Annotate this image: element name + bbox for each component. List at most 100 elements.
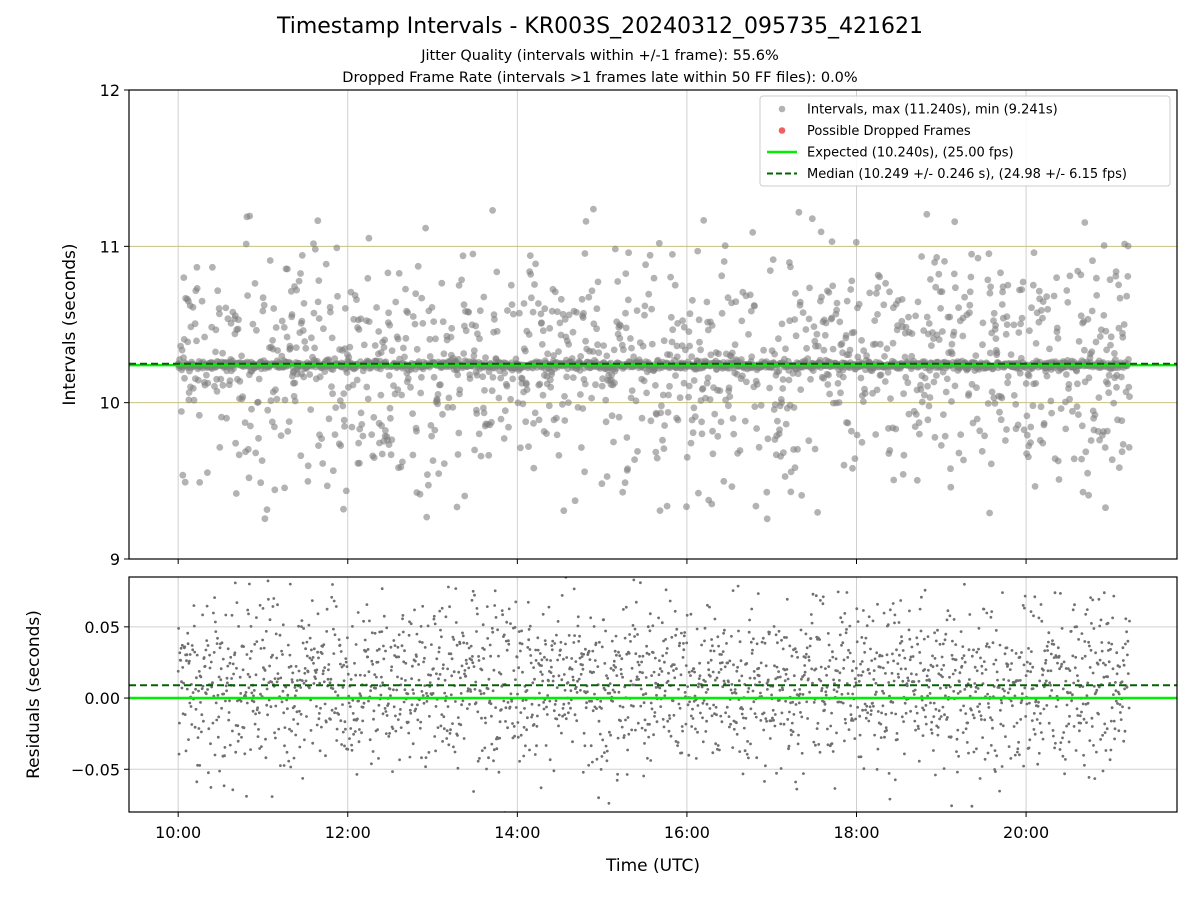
residual-point xyxy=(964,712,968,715)
interval-point xyxy=(747,307,755,315)
residual-point xyxy=(633,627,637,631)
interval-point xyxy=(984,400,992,407)
interval-point xyxy=(883,345,891,352)
residual-point xyxy=(1102,591,1106,595)
residual-point xyxy=(315,723,319,727)
residual-point xyxy=(864,636,868,640)
residual-point xyxy=(914,728,917,732)
interval-point xyxy=(791,464,799,472)
residual-point xyxy=(866,711,869,715)
residual-point xyxy=(903,752,906,756)
residual-point xyxy=(179,659,183,662)
residual-point xyxy=(860,636,864,639)
residual-point xyxy=(867,719,871,723)
residual-point xyxy=(1076,674,1079,677)
residual-point xyxy=(653,714,656,718)
residual-point xyxy=(682,648,686,652)
residual-point xyxy=(974,690,977,694)
interval-point xyxy=(263,506,271,513)
residual-point xyxy=(251,709,255,713)
residual-point xyxy=(456,766,460,770)
residual-point xyxy=(380,630,384,633)
residual-point xyxy=(489,702,493,706)
residual-point xyxy=(1085,694,1089,698)
interval-point xyxy=(933,372,940,379)
residual-point xyxy=(351,698,355,702)
residual-point xyxy=(667,671,670,675)
residual-point xyxy=(662,639,665,643)
residual-point xyxy=(228,743,232,747)
residual-point xyxy=(619,668,623,671)
interval-point xyxy=(967,273,975,281)
interval-point xyxy=(996,408,1003,416)
residual-point xyxy=(646,756,649,760)
residual-point xyxy=(242,726,246,730)
interval-point xyxy=(993,349,1001,357)
residual-point xyxy=(940,655,944,659)
residual-point xyxy=(476,759,480,763)
residual-point xyxy=(793,647,797,651)
residual-point xyxy=(966,721,970,725)
interval-point xyxy=(404,309,411,316)
residual-point xyxy=(648,722,651,726)
residual-point xyxy=(236,739,240,743)
residual-point xyxy=(781,688,785,692)
residual-point xyxy=(305,640,309,644)
residual-point xyxy=(1079,721,1083,725)
residual-point xyxy=(399,708,402,711)
residual-point xyxy=(954,658,958,662)
residual-point xyxy=(357,740,361,744)
residual-point xyxy=(756,592,760,595)
residual-point xyxy=(560,731,563,735)
residual-point xyxy=(809,637,813,640)
residual-point xyxy=(526,716,529,720)
residual-point xyxy=(242,645,246,648)
residual-point xyxy=(810,621,814,625)
residual-point xyxy=(513,626,517,629)
interval-point xyxy=(489,374,497,381)
residual-point xyxy=(759,661,763,665)
interval-point xyxy=(921,391,928,399)
residual-point xyxy=(722,631,725,635)
residual-point xyxy=(900,639,904,643)
residual-point xyxy=(528,648,532,651)
interval-point xyxy=(413,345,421,353)
interval-point xyxy=(1035,287,1043,295)
residual-point xyxy=(672,669,675,672)
residual-point xyxy=(217,715,221,719)
residual-point xyxy=(498,736,502,740)
residual-point xyxy=(208,666,212,670)
residual-point xyxy=(897,621,901,624)
residual-point xyxy=(504,639,508,643)
residual-point xyxy=(185,653,189,657)
residual-point xyxy=(802,772,805,775)
interval-point xyxy=(685,328,693,335)
interval-point xyxy=(557,295,565,303)
interval-point xyxy=(659,436,666,444)
interval-point xyxy=(1017,320,1024,328)
residual-point xyxy=(837,700,841,704)
residual-point xyxy=(382,644,385,648)
interval-point xyxy=(1062,425,1070,433)
interval-point xyxy=(918,253,925,260)
interval-point xyxy=(386,404,394,412)
interval-point xyxy=(392,298,400,306)
residual-point xyxy=(425,700,429,703)
interval-point xyxy=(227,319,235,327)
residual-point xyxy=(353,661,356,665)
residual-point xyxy=(648,629,652,633)
interval-point xyxy=(775,367,783,375)
interval-point xyxy=(1073,367,1080,375)
interval-point xyxy=(892,425,900,433)
residual-point xyxy=(784,672,788,676)
residual-point xyxy=(278,633,282,637)
interval-point xyxy=(426,335,434,343)
interval-point xyxy=(402,334,410,342)
residual-point xyxy=(449,728,452,732)
residual-point xyxy=(815,727,819,730)
residual-point xyxy=(462,641,466,645)
residual-point xyxy=(636,633,639,636)
residual-point xyxy=(649,701,653,705)
residual-point xyxy=(552,709,556,713)
interval-point xyxy=(987,283,994,291)
